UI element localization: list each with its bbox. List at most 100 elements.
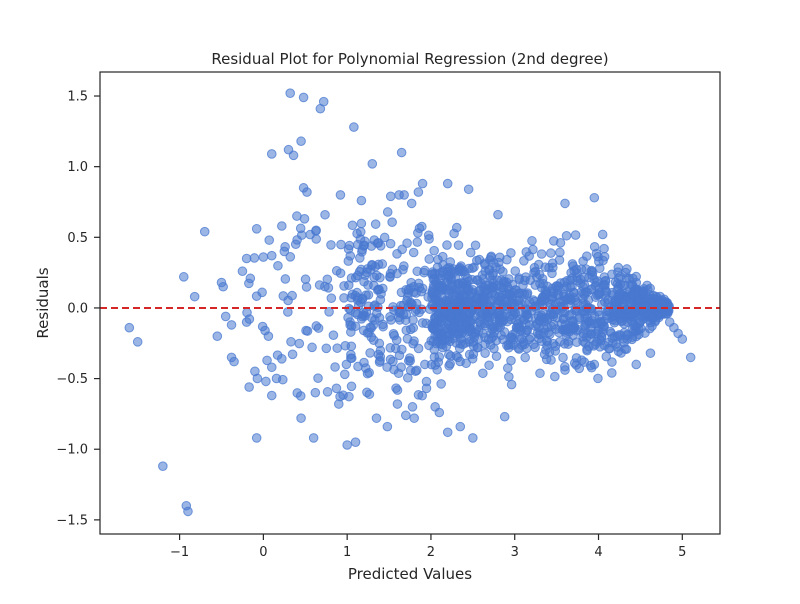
data-point <box>453 240 464 250</box>
data-point <box>385 191 396 202</box>
data-point <box>407 299 417 309</box>
data-point <box>434 352 445 362</box>
data-point <box>432 364 442 375</box>
data-point <box>444 310 455 321</box>
data-point <box>311 321 322 331</box>
data-point <box>409 413 419 423</box>
data-point <box>242 307 252 318</box>
data-point <box>598 324 608 334</box>
data-point <box>436 379 446 389</box>
data-point <box>352 270 363 281</box>
x-axis-ticks: −1 0 1 2 3 4 5 <box>170 534 686 560</box>
data-point <box>548 309 559 320</box>
data-point <box>578 256 588 266</box>
data-point <box>391 335 402 346</box>
y-axis-ticks: −1.5 −1.0 −0.5 0.0 0.5 1.0 1.5 <box>56 90 100 528</box>
data-point <box>266 390 277 401</box>
data-point <box>595 342 605 352</box>
data-point <box>584 317 594 328</box>
data-point <box>294 338 305 349</box>
data-point <box>620 294 630 305</box>
data-point <box>132 337 143 347</box>
data-point <box>529 262 540 273</box>
data-point <box>447 280 457 290</box>
data-point <box>437 251 448 262</box>
data-point <box>504 371 514 382</box>
data-point <box>296 413 306 423</box>
data-point <box>599 281 610 291</box>
data-point <box>464 296 475 307</box>
data-point <box>507 329 518 340</box>
data-point <box>499 411 510 422</box>
data-point <box>399 261 409 271</box>
data-point <box>311 226 321 236</box>
data-point <box>607 333 618 344</box>
data-point <box>561 230 572 241</box>
data-point <box>377 319 388 330</box>
data-point <box>568 261 579 271</box>
data-point <box>522 343 532 354</box>
data-point <box>323 283 334 293</box>
data-point <box>356 195 367 206</box>
data-point <box>347 220 358 231</box>
data-point <box>251 291 262 301</box>
data-point <box>362 264 373 274</box>
data-point <box>158 461 168 471</box>
data-point <box>653 299 664 310</box>
data-point <box>413 390 424 400</box>
data-point <box>349 122 359 132</box>
data-point <box>558 352 568 363</box>
data-point <box>556 319 567 329</box>
data-point <box>560 198 570 209</box>
data-point <box>272 350 283 360</box>
data-point <box>521 247 532 257</box>
data-point <box>413 187 424 197</box>
data-point <box>565 316 576 327</box>
data-point <box>320 209 330 220</box>
data-point <box>495 296 505 306</box>
data-point <box>392 249 402 259</box>
data-point <box>498 266 508 277</box>
x-tick-label: 5 <box>678 545 686 560</box>
data-point <box>465 247 476 258</box>
data-point <box>560 361 570 372</box>
data-point <box>478 274 488 284</box>
data-point <box>592 276 603 286</box>
points-layer <box>124 88 696 517</box>
data-point <box>541 335 552 346</box>
data-point <box>189 291 200 302</box>
data-point <box>392 399 403 409</box>
data-point <box>507 279 518 290</box>
data-point <box>371 413 382 423</box>
data-point <box>396 147 407 158</box>
data-point <box>307 342 317 353</box>
data-point <box>464 315 474 326</box>
x-tick-label: 1 <box>343 545 351 560</box>
data-point <box>421 376 432 387</box>
data-point <box>413 228 423 238</box>
data-point <box>555 278 566 288</box>
data-point <box>589 311 600 321</box>
data-point <box>420 359 430 370</box>
data-point <box>546 248 556 258</box>
data-point <box>484 360 494 371</box>
data-point <box>335 190 346 200</box>
data-point <box>480 348 490 359</box>
data-point <box>619 327 630 338</box>
data-point <box>385 238 396 249</box>
data-point <box>395 307 406 318</box>
data-point <box>538 278 548 289</box>
data-point <box>244 382 254 392</box>
data-point <box>218 281 228 292</box>
data-point <box>302 187 312 197</box>
x-tick-label: 3 <box>511 545 519 560</box>
data-point <box>535 368 545 379</box>
data-point <box>229 356 239 367</box>
data-point <box>465 325 475 336</box>
data-point <box>547 283 558 294</box>
data-point <box>461 279 472 289</box>
data-point <box>423 230 434 241</box>
data-point <box>557 307 568 318</box>
data-point <box>369 280 379 291</box>
data-point <box>643 285 653 295</box>
